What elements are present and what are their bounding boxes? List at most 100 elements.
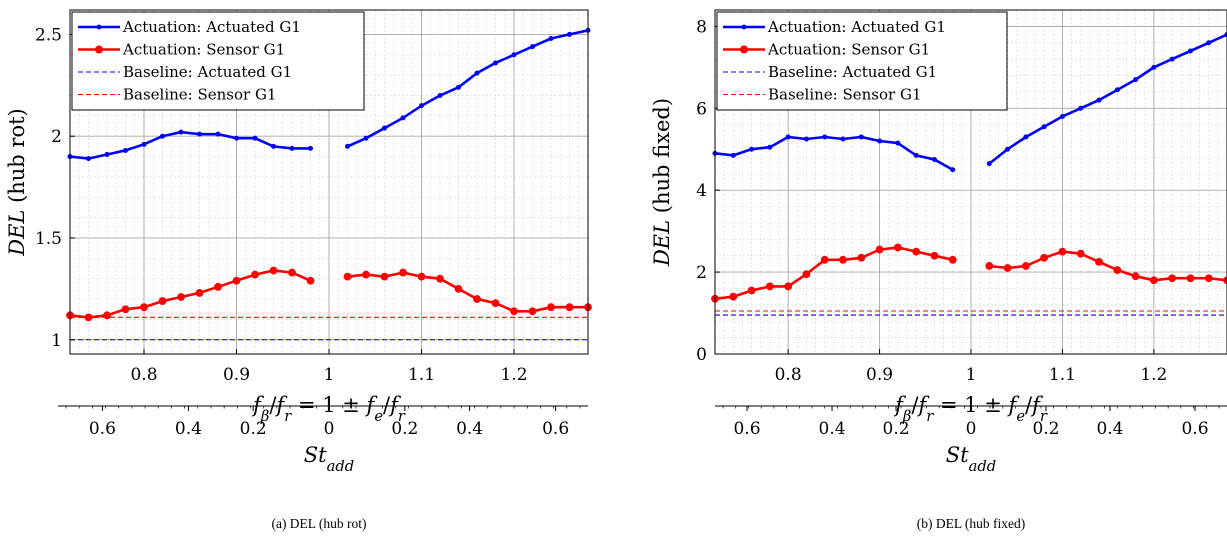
y-tick-label: 0 [696,345,707,365]
figure-caption: (b) DEL (hub fixed) [917,516,1026,531]
legend-label: Actuation: Actuated G1 [767,18,946,36]
data-point [840,136,846,142]
data-point [121,305,130,314]
y-tick-label: 8 [696,17,707,37]
secondary-tick-label: 0.2 [240,419,267,439]
data-point [86,156,92,162]
data-point [931,156,937,162]
data-point [528,307,537,316]
data-point [985,262,994,270]
secondary-tick-label: 0 [966,419,977,439]
series-line [714,135,954,171]
data-point [399,268,407,277]
data-point [511,52,517,58]
data-point [103,311,111,320]
data-point [84,313,93,322]
legend-label: Actuation: Sensor G1 [767,41,930,59]
data-point [749,146,755,152]
data-point [400,115,406,121]
data-point [195,289,204,297]
x-tick-label: 0.9 [223,365,250,385]
secondary-x-axis: 0.6 0.4 0.2 0 0.2 0.4 0.6 Stadd [58,405,588,475]
legend-marker [95,45,103,54]
data-point [251,270,259,279]
x-axis-label: fβ/fr = 1 ± fe/fr [251,393,406,425]
data-point [1204,274,1213,283]
series-line [69,130,311,160]
data-point [436,274,444,283]
y-tick-label: 1 [51,331,62,351]
data-point [288,268,296,277]
secondary-x-axis: 0.6 0.4 0.2 0 0.2 0.4 0.6 Stadd [715,405,1227,475]
x-tick-label: 0.8 [775,365,802,385]
data-point [215,131,221,137]
data-point [912,247,921,256]
y-tick-label: 1.5 [35,229,62,249]
data-point [820,255,829,264]
x-tick-label: 1.1 [1049,365,1076,385]
data-point [1223,276,1227,285]
data-point [178,129,184,135]
y-tick-label: 6 [696,99,707,119]
data-point [950,167,956,173]
data-point [948,255,957,264]
data-point [729,292,738,301]
data-point [802,270,811,279]
x-tick-label: 1 [324,365,335,385]
y-axis-label: DEL (hub rot) [5,108,29,256]
secondary-tick-label: 0.6 [542,419,569,439]
data-point [1040,253,1049,262]
data-point [1149,276,1158,285]
data-point [177,293,185,301]
legend-label: Baseline: Actuated G1 [768,63,937,81]
data-point [1131,272,1140,281]
data-point [1096,97,1102,103]
data-point [986,161,992,167]
data-point [893,243,902,252]
data-point [822,134,828,140]
legend-label: Baseline: Actuated G1 [123,63,292,81]
data-point [1187,48,1193,54]
series-sensor-g1 [66,266,592,322]
x-tick-label: 1 [966,365,977,385]
data-point [289,145,295,151]
data-point [1003,264,1012,272]
data-point [417,272,426,281]
secondary-tick-label: 0.6 [733,419,760,439]
x-tick-label: 1.2 [1140,365,1167,385]
data-point [381,125,387,131]
data-point [857,253,866,262]
data-point [1186,274,1195,283]
secondary-tick-label: 0.2 [883,419,910,439]
data-point [234,135,240,141]
data-point [269,266,278,275]
data-point [1168,274,1177,283]
data-point [803,136,809,142]
legend-box [716,11,1008,111]
data-point [1114,87,1120,93]
data-point [307,145,313,151]
data-point [454,284,463,293]
data-point [930,251,939,260]
legend-marker [741,24,747,30]
data-point [473,295,481,303]
secondary-tick-label: 0 [324,419,335,439]
secondary-axis-label: Stadd [946,443,996,475]
data-point [547,303,555,312]
legend-label: Baseline: Sensor G1 [768,86,922,104]
data-point [1059,113,1065,119]
data-point [474,70,480,76]
data-point [214,282,222,291]
data-point [252,135,258,141]
secondary-tick-label: 0.6 [1181,419,1208,439]
secondary-tick-label: 0.4 [1096,419,1123,439]
data-point [565,303,574,312]
series-actuated-g1 [712,32,1227,173]
y-axis-label: DEL (hub fixed) [650,98,674,267]
x-tick-label: 1.2 [500,365,527,385]
x-axis-label: fβ/fr = 1 ± fe/fr [893,393,1048,425]
data-point [270,143,276,149]
data-point [1078,105,1084,111]
data-point [1041,124,1047,130]
